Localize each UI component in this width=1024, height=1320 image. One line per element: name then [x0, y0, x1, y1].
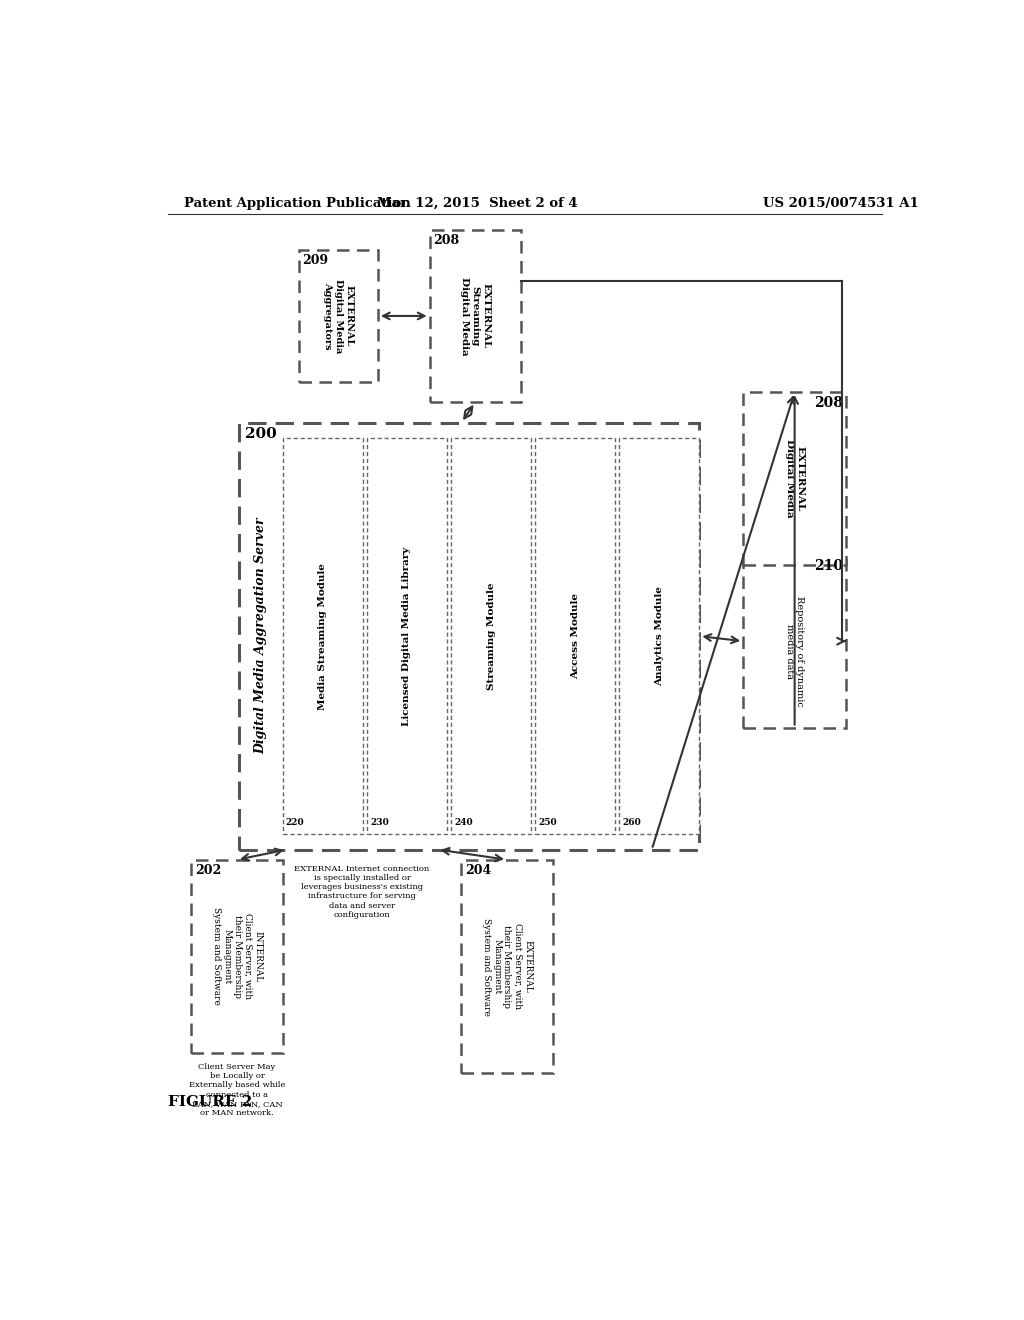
Text: EXTERNAL
Client Server, with
their Membership
Managment
System and Software: EXTERNAL Client Server, with their Membe…: [481, 917, 532, 1015]
Bar: [191, 859, 283, 1053]
Bar: [461, 859, 553, 1073]
Bar: [240, 422, 699, 850]
Text: 250: 250: [539, 818, 557, 828]
Text: 220: 220: [286, 818, 304, 828]
Text: Digital Media Aggregation Server: Digital Media Aggregation Server: [254, 517, 267, 755]
Text: 230: 230: [370, 818, 389, 828]
Text: Analytics Module: Analytics Module: [654, 586, 664, 686]
Text: 240: 240: [455, 818, 473, 828]
Text: 208: 208: [433, 234, 460, 247]
Text: US 2015/0074531 A1: US 2015/0074531 A1: [763, 197, 919, 210]
Text: INTERNAL
Client Server, with
their Membership
Managment
System and Software: INTERNAL Client Server, with their Membe…: [212, 907, 262, 1006]
Bar: [283, 438, 362, 834]
Text: 208: 208: [814, 396, 843, 411]
Text: FIGURE 2: FIGURE 2: [168, 1094, 252, 1109]
Text: 202: 202: [196, 863, 222, 876]
Text: 204: 204: [465, 863, 492, 876]
Text: 209: 209: [303, 253, 329, 267]
Text: Patent Application Publication: Patent Application Publication: [183, 197, 411, 210]
Text: EXTERNAL
Streaming
Digital Media: EXTERNAL Streaming Digital Media: [461, 277, 490, 355]
Bar: [430, 230, 521, 403]
Text: Streaming Module: Streaming Module: [486, 582, 496, 690]
Bar: [367, 438, 447, 834]
Bar: [536, 438, 615, 834]
Bar: [299, 249, 378, 381]
Text: EXTERNAL Internet connection
is specially installed or
leverages business's exis: EXTERNAL Internet connection is speciall…: [295, 865, 430, 919]
Text: Licensed Digital Media Library: Licensed Digital Media Library: [402, 546, 412, 726]
Text: EXTERNAL
Digital Media: EXTERNAL Digital Media: [785, 440, 804, 517]
Text: Repository of dynamic
media data: Repository of dynamic media data: [785, 595, 804, 706]
Text: EXTERNAL
Digital Media
Aggregators: EXTERNAL Digital Media Aggregators: [324, 279, 353, 354]
Bar: [451, 438, 531, 834]
Text: Mar. 12, 2015  Sheet 2 of 4: Mar. 12, 2015 Sheet 2 of 4: [377, 197, 578, 210]
Text: 200: 200: [245, 426, 276, 441]
Text: Media Streaming Module: Media Streaming Module: [318, 562, 328, 710]
Text: Client Server May
be Locally or
Externally based while
connected to a
LAN, WAN P: Client Server May be Locally or External…: [189, 1063, 286, 1117]
Text: Access Module: Access Module: [570, 593, 580, 678]
Text: 210: 210: [814, 558, 843, 573]
Bar: [620, 438, 699, 834]
Bar: [743, 554, 846, 727]
Text: 260: 260: [623, 818, 641, 828]
Bar: [743, 392, 846, 565]
